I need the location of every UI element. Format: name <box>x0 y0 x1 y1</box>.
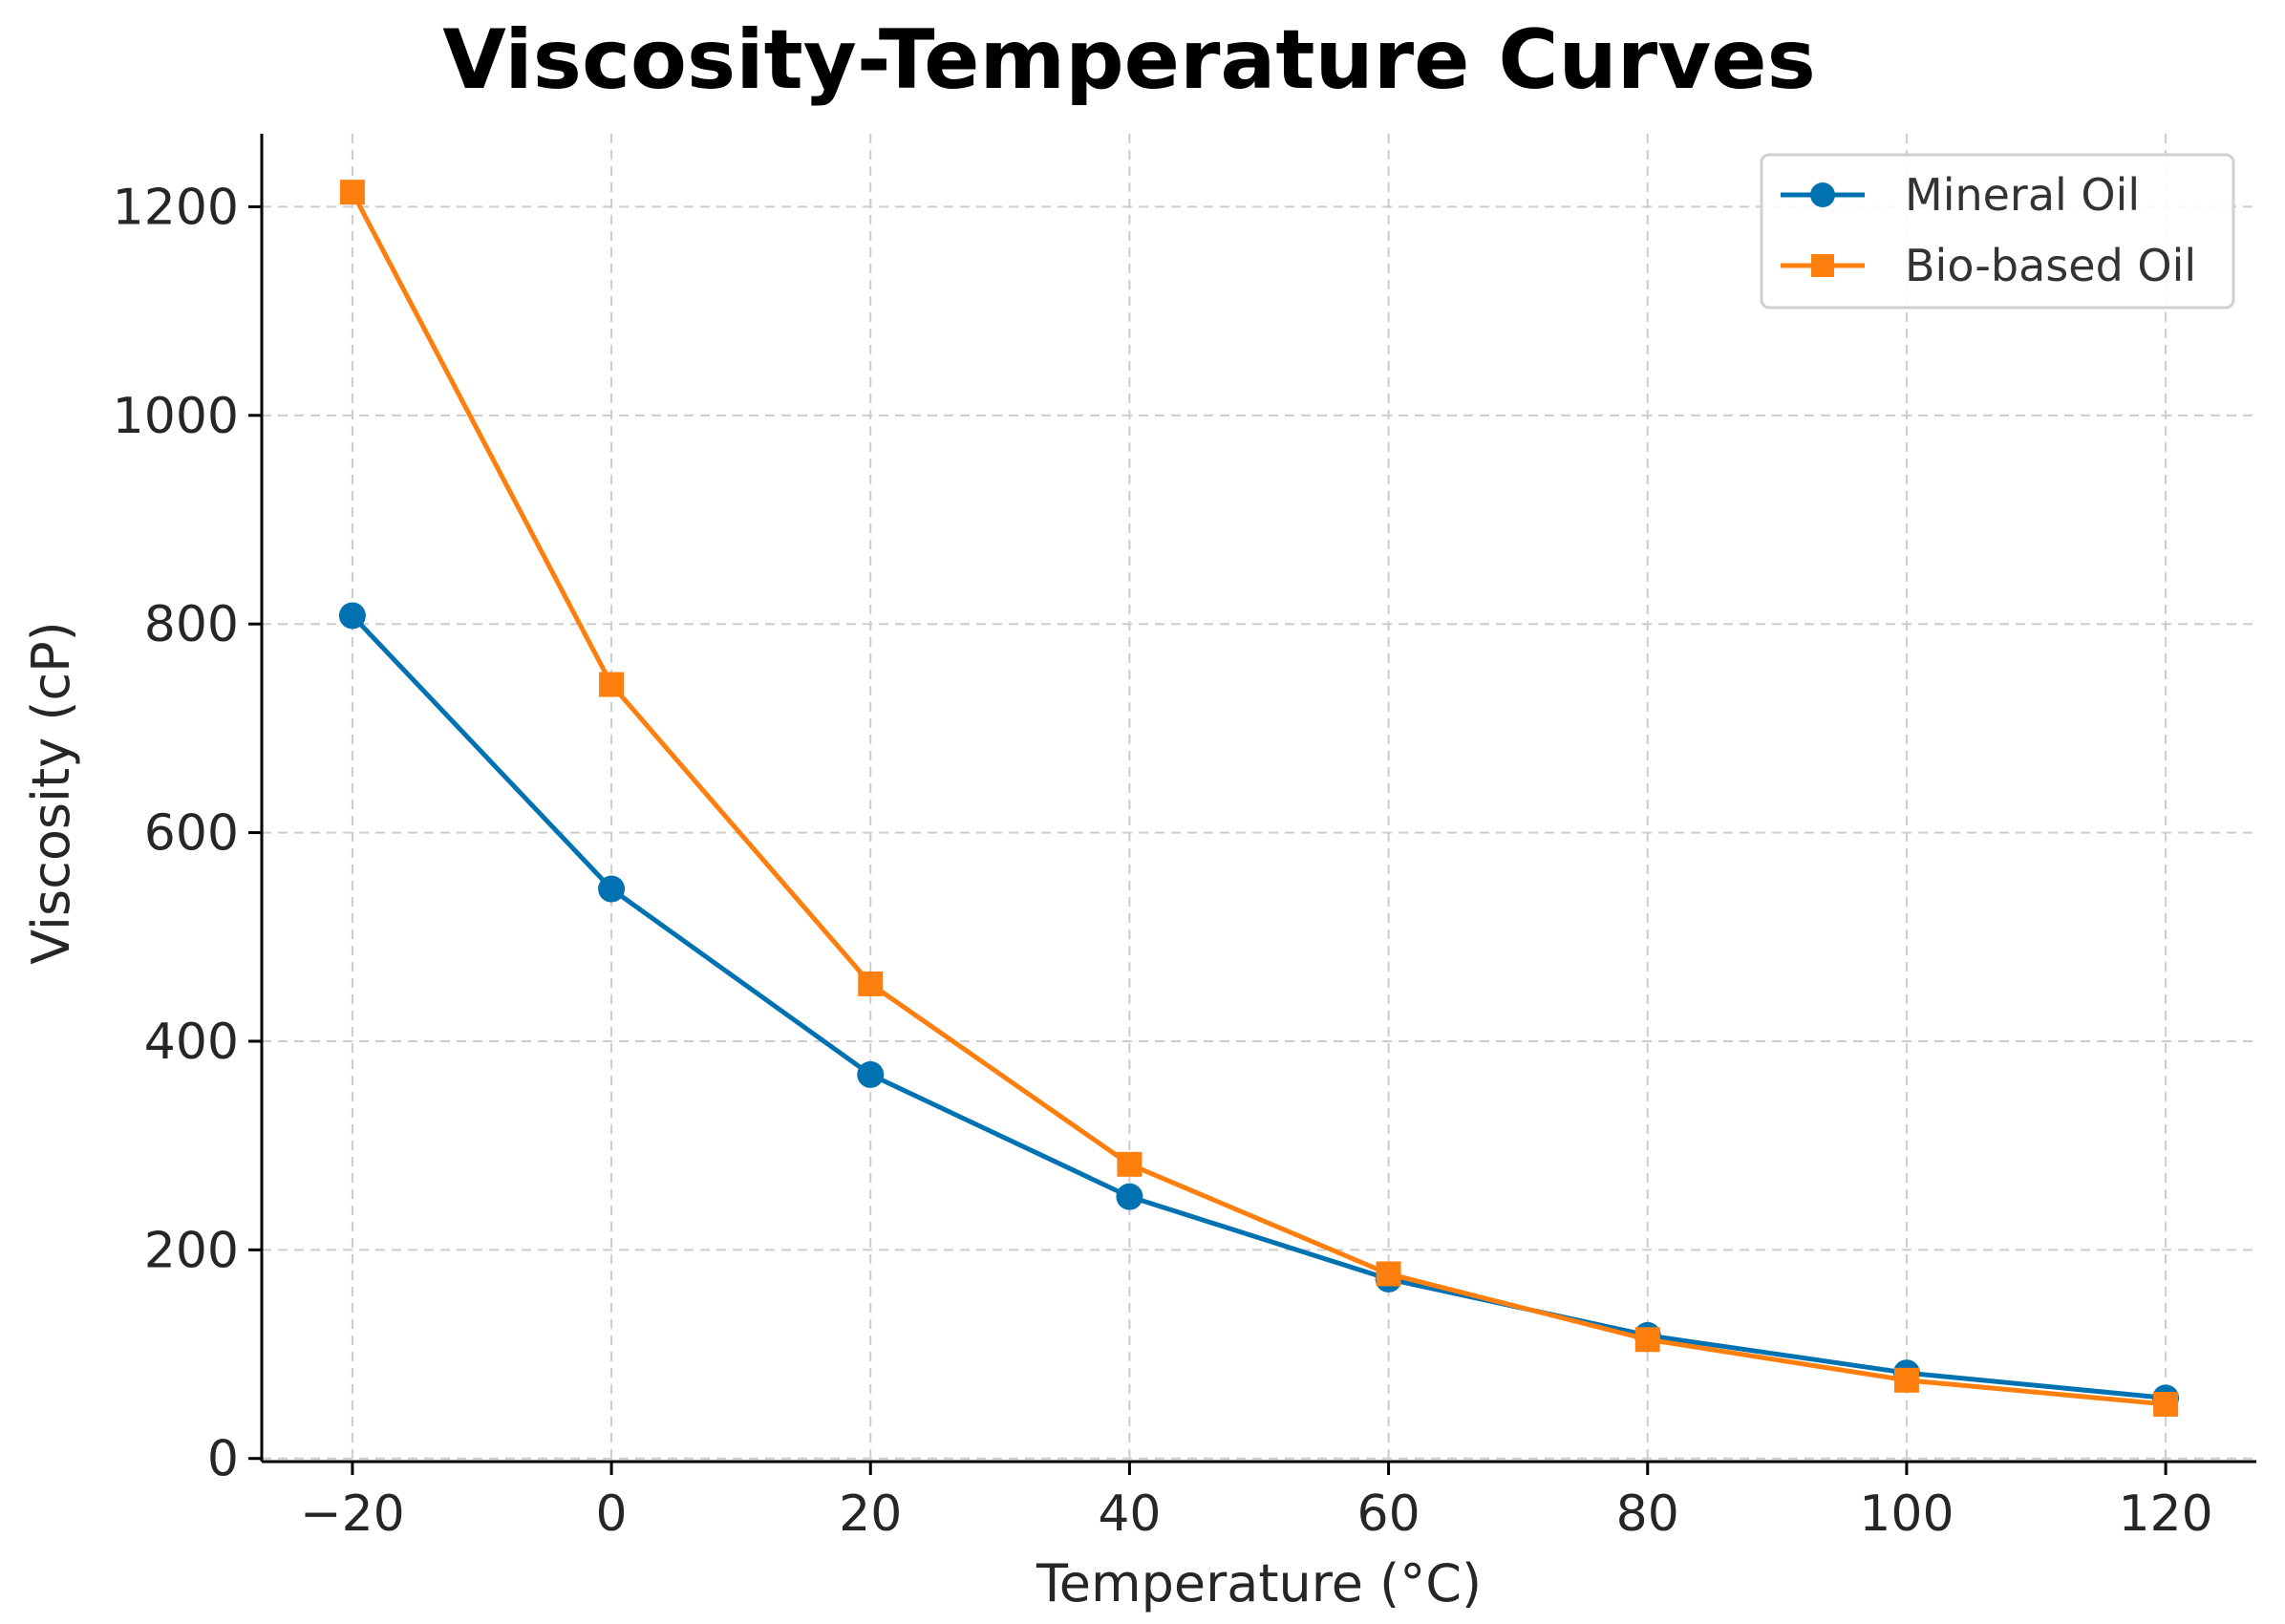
x-tick-label: 60 <box>1356 1485 1420 1543</box>
bio-based-oil-point <box>1893 1367 1919 1393</box>
chart-title: Viscosity-Temperature Curves <box>442 12 1816 108</box>
y-tick-label: 800 <box>144 596 239 653</box>
bio-based-oil-point <box>858 971 884 996</box>
mineral-oil-point <box>857 1060 885 1088</box>
y-tick-label: 600 <box>144 805 239 863</box>
x-axis-label: Temperature (°C) <box>1036 1553 1482 1613</box>
legend-bio-based-oil-label: Bio-based Oil <box>1905 240 2196 291</box>
legend-mineral-oil-label: Mineral Oil <box>1905 169 2140 221</box>
bio-based-oil-point <box>599 672 625 697</box>
series-group <box>338 180 2180 1417</box>
bio-based-oil-point <box>1117 1151 1142 1177</box>
y-tick-label: 1200 <box>113 179 239 236</box>
legend: Mineral Oil Bio-based Oil <box>1760 153 2235 310</box>
y-axis-label: Viscosity (cP) <box>21 621 81 964</box>
gridlines <box>262 134 2256 1462</box>
mineral-oil-line <box>351 613 2167 1400</box>
mineral-oil-point <box>1116 1183 1143 1210</box>
x-tick-label: 40 <box>1098 1485 1161 1543</box>
x-tick-label: 120 <box>2118 1485 2212 1543</box>
y-tick-label: 400 <box>144 1014 239 1071</box>
mineral-oil-point <box>338 602 366 630</box>
y-tick-label: 0 <box>207 1431 239 1488</box>
mineral-oil-point <box>598 875 626 903</box>
axes <box>260 134 2256 1464</box>
legend-mineral-oil-marker <box>1810 182 1835 207</box>
bio-based-oil-line <box>350 190 2167 1407</box>
x-tick-label: 100 <box>1859 1485 1954 1543</box>
y-axis-ticks: 0 200 400 600 800 1000 1200 <box>113 179 262 1488</box>
x-tick-label: 80 <box>1616 1485 1679 1543</box>
x-axis-ticks: −20 0 20 40 60 80 100 120 <box>300 1462 2213 1543</box>
legend-box <box>1760 153 2235 310</box>
y-tick-label: 1000 <box>113 388 239 445</box>
bio-based-oil-point <box>1634 1327 1660 1353</box>
x-tick-label: −20 <box>300 1485 405 1543</box>
bio-based-oil-point <box>339 180 365 205</box>
legend-bio-based-oil-marker <box>1811 254 1834 277</box>
bio-based-oil-point <box>1376 1261 1401 1287</box>
y-tick-label: 200 <box>144 1222 239 1279</box>
x-tick-label: 0 <box>596 1485 628 1543</box>
bio-based-oil-point <box>2153 1391 2179 1417</box>
x-tick-label: 20 <box>839 1485 902 1543</box>
